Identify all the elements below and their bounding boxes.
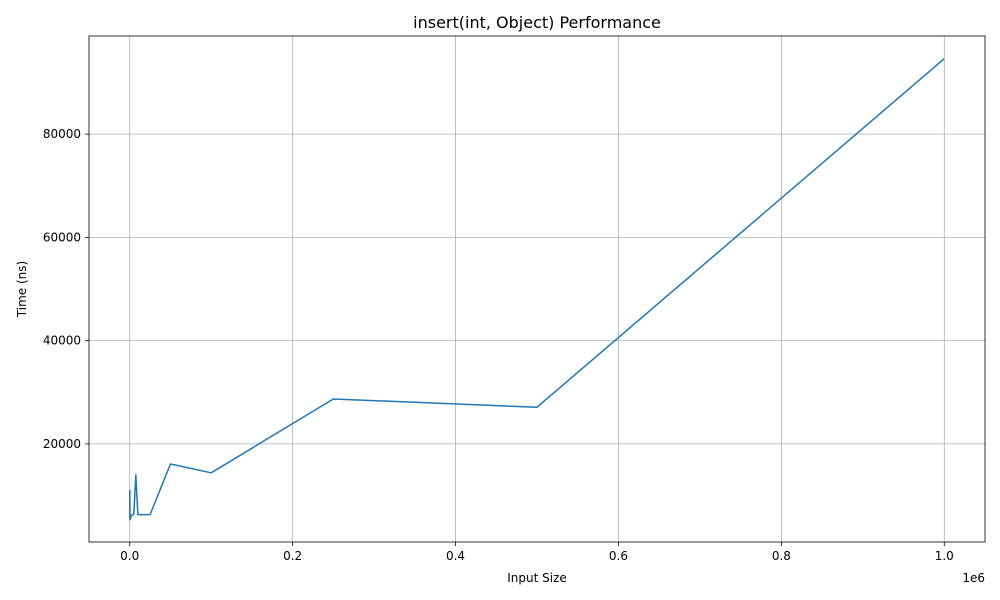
y-axis: 20000 40000 60000 80000 xyxy=(43,127,89,451)
x-tick-label: 0.6 xyxy=(609,549,628,563)
y-tick-label: 60000 xyxy=(43,230,81,244)
x-tick-label: 0.4 xyxy=(446,549,465,563)
chart-title: insert(int, Object) Performance xyxy=(413,13,661,32)
y-tick-label: 20000 xyxy=(43,437,81,451)
y-tick-label: 40000 xyxy=(43,334,81,348)
grid xyxy=(89,36,985,542)
x-tick-label: 0.0 xyxy=(120,549,139,563)
y-tick-label: 80000 xyxy=(43,127,81,141)
x-axis-offset-label: 1e6 xyxy=(962,571,985,585)
x-axis-label: Input Size xyxy=(507,571,567,585)
x-tick-label: 0.8 xyxy=(772,549,791,563)
y-axis-label: Time (ns) xyxy=(15,261,29,318)
x-axis: 0.0 0.2 0.4 0.6 0.8 1.0 xyxy=(120,542,954,563)
series-layer xyxy=(128,58,945,521)
series-line xyxy=(128,58,945,521)
plot-frame xyxy=(88,35,986,543)
x-tick-label: 1.0 xyxy=(935,549,954,563)
x-tick-label: 0.2 xyxy=(283,549,302,563)
